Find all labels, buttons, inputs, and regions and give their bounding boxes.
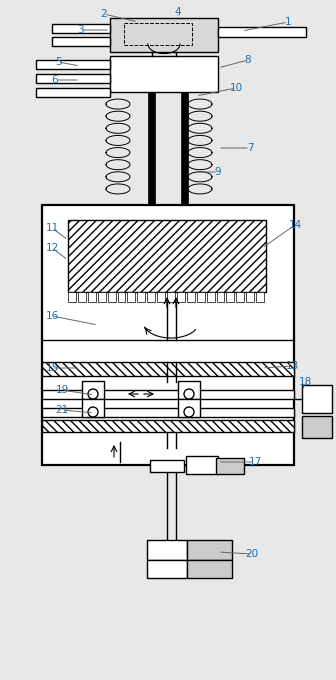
Bar (124, 23, 192, 45)
Bar (108, 292, 116, 302)
Bar (118, 292, 125, 302)
Bar (178, 381, 200, 399)
Circle shape (184, 407, 194, 417)
Text: 10: 10 (229, 83, 243, 93)
Bar (36, 60, 110, 69)
Bar (147, 540, 187, 560)
Bar (216, 292, 224, 302)
Bar (181, 92, 188, 205)
Bar (167, 292, 175, 302)
Text: 6: 6 (52, 75, 58, 85)
Bar (78, 292, 86, 302)
Text: 20: 20 (245, 549, 259, 559)
Bar (36, 74, 110, 83)
Bar (187, 560, 232, 578)
Circle shape (88, 389, 98, 399)
Text: 14: 14 (288, 220, 302, 230)
Circle shape (184, 389, 194, 399)
Bar (157, 292, 165, 302)
Bar (52, 37, 110, 46)
Bar (246, 292, 254, 302)
Text: 18: 18 (298, 377, 311, 387)
Text: 13: 13 (285, 361, 299, 371)
Bar (302, 385, 332, 413)
Bar (98, 292, 106, 302)
Bar (82, 381, 104, 399)
Text: 5: 5 (55, 57, 61, 67)
Bar (137, 292, 145, 302)
Bar (42, 408, 294, 417)
Bar (52, 24, 110, 33)
Bar (236, 292, 244, 302)
Text: 21: 21 (55, 405, 69, 415)
Text: 9: 9 (215, 167, 221, 177)
Bar (42, 362, 294, 376)
Text: 3: 3 (77, 25, 83, 35)
Bar (110, 56, 218, 92)
Bar (147, 292, 155, 302)
Text: 16: 16 (45, 311, 58, 321)
Text: 17: 17 (248, 457, 262, 467)
Text: 1: 1 (285, 17, 291, 27)
Text: 4: 4 (175, 7, 181, 17)
Text: 15: 15 (45, 363, 58, 373)
Bar (88, 292, 96, 302)
Bar (42, 390, 294, 399)
Bar (36, 88, 110, 97)
Bar (147, 560, 187, 578)
Bar (218, 27, 306, 37)
Bar (197, 292, 205, 302)
Bar (150, 460, 184, 472)
Bar (42, 205, 294, 465)
Bar (110, 18, 218, 52)
Text: 7: 7 (247, 143, 253, 153)
Bar (68, 292, 76, 302)
Bar (207, 292, 214, 302)
Bar (127, 292, 135, 302)
Bar (82, 399, 104, 417)
Circle shape (88, 407, 98, 417)
Bar (256, 292, 264, 302)
Bar (187, 540, 232, 560)
Text: 11: 11 (45, 223, 58, 233)
Bar (178, 399, 200, 417)
Bar (42, 420, 294, 432)
Bar (186, 456, 218, 474)
Bar (68, 220, 266, 292)
Bar (148, 92, 155, 205)
Bar (187, 292, 195, 302)
Text: 12: 12 (45, 243, 58, 253)
Text: 19: 19 (55, 385, 69, 395)
Bar (216, 458, 244, 474)
Bar (226, 292, 234, 302)
Text: 2: 2 (101, 9, 107, 19)
Bar (177, 292, 185, 302)
Text: 8: 8 (245, 55, 251, 65)
Bar (302, 416, 332, 438)
